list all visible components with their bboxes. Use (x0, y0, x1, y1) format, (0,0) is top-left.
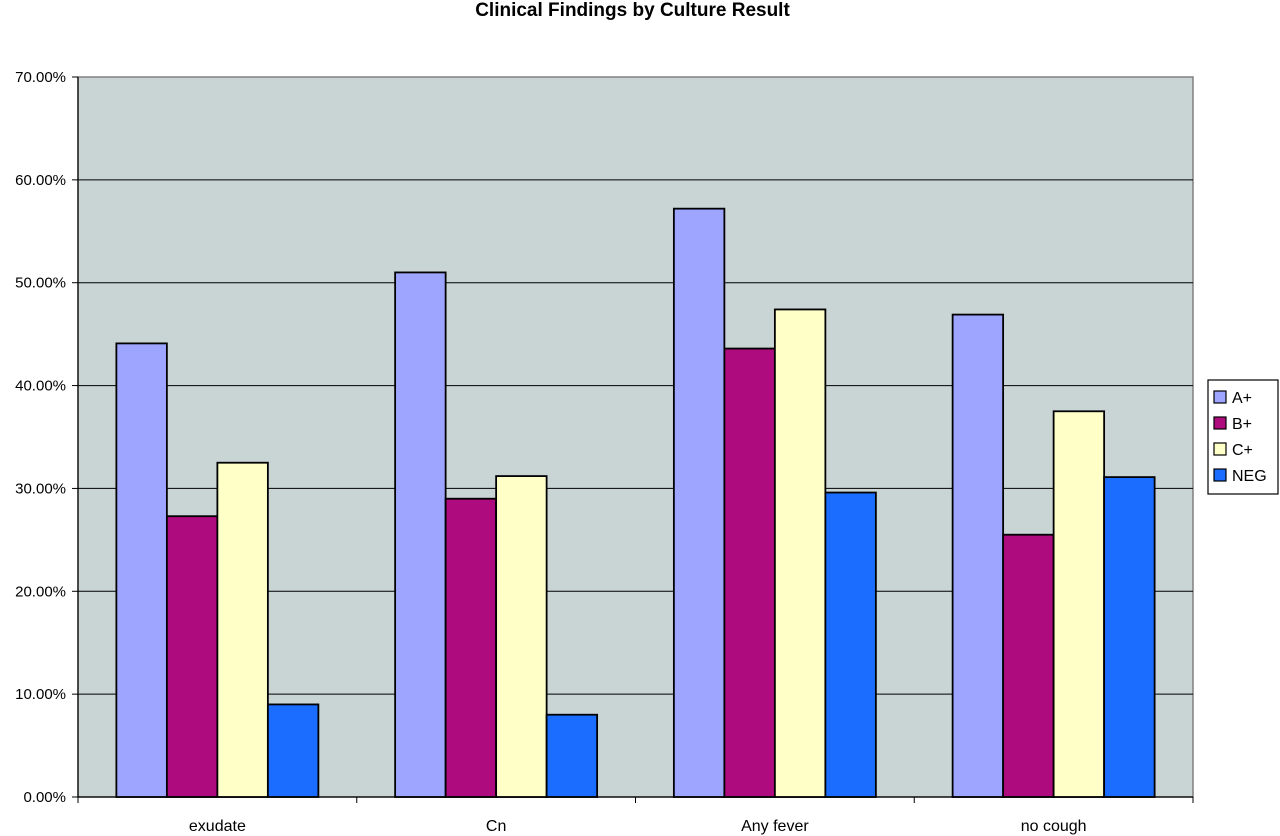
legend-swatch (1213, 416, 1227, 430)
bar-neg-exudate (266, 703, 320, 798)
y-tick-label: 70.00% (15, 69, 66, 86)
bar-c-cn (495, 475, 548, 798)
bar-b-any-fever (723, 347, 776, 798)
bar-neg-no-cough (1103, 476, 1156, 798)
legend-swatch (1213, 468, 1227, 482)
legend-swatch (1213, 442, 1227, 456)
x-category-label: Any fever (741, 818, 809, 835)
x-category-label: Cn (486, 818, 506, 835)
bar-a-cn (394, 271, 447, 798)
x-category-label: no cough (1021, 818, 1087, 835)
y-tick-label: 0.00% (23, 789, 66, 806)
y-tick-label: 30.00% (15, 480, 66, 497)
legend-swatch (1213, 390, 1227, 404)
bar-b-cn (444, 497, 498, 798)
legend-label: A+ (1232, 390, 1252, 407)
chart-title: Clinical Findings by Culture Result (475, 0, 790, 21)
bar-c-no-cough (1052, 410, 1106, 798)
plot-area: 0.00% 10.00% 20.00% 30.00% 40.00% 50.00% 60.00… (15, 69, 1194, 835)
y-tick-label: 40.00% (15, 378, 66, 395)
bar-c-exudate (216, 461, 269, 798)
legend-label: B+ (1232, 416, 1252, 433)
legend-label: NEG (1232, 468, 1267, 485)
legend: A+ B+ C+ NEG (1207, 379, 1279, 495)
legend-label: C+ (1232, 442, 1253, 459)
bar-neg-cn (545, 713, 599, 798)
bar-neg-any-fever (824, 491, 877, 798)
bar-a-any-fever (672, 207, 726, 798)
x-category-label: exudate (189, 818, 246, 835)
y-tick-label: 60.00% (15, 172, 66, 189)
bar-b-no-cough (1002, 533, 1055, 798)
y-tick-label: 50.00% (15, 275, 66, 292)
bar-b-exudate (165, 515, 219, 798)
bar-c-any-fever (773, 308, 827, 798)
y-tick-label: 10.00% (15, 686, 66, 703)
bar-a-no-cough (951, 313, 1005, 798)
y-tick-label: 20.00% (15, 583, 66, 600)
bar-a-exudate (115, 342, 168, 798)
